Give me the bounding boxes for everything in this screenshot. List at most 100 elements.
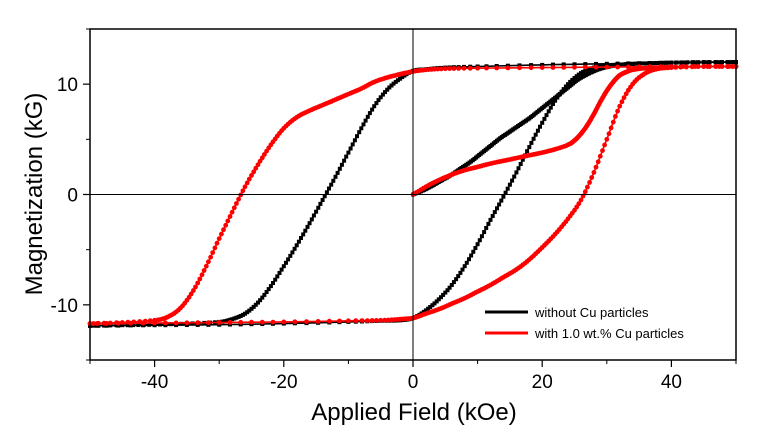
- series-1-ascending-point-26: [359, 318, 365, 323]
- y-tick-label-0: -10: [51, 296, 78, 317]
- series-0-ascending-point-100: [535, 128, 540, 133]
- series-0-ascending-point-145: [674, 60, 679, 65]
- x-tick-label-2: 0: [408, 372, 419, 393]
- series-0-ascending-point-74: [479, 234, 484, 239]
- series-0-descending-point-106: [273, 277, 278, 282]
- series-0-descending-point-98: [290, 250, 295, 255]
- series-0-ascending-point-149: [696, 60, 701, 65]
- series-0-descending-point-97: [292, 246, 297, 251]
- series-0-ascending-point-120: [579, 71, 583, 76]
- series-0-ascending-point-154: [725, 60, 730, 65]
- series-1-ascending-point-168: [701, 64, 707, 69]
- series-0-descending-point-47: [400, 75, 405, 80]
- series-0-ascending-point-117: [572, 76, 577, 80]
- series-0-descending-point-80: [329, 182, 334, 187]
- series-1-ascending-point-165: [683, 64, 689, 70]
- series-0-ascending-point-119: [576, 72, 581, 77]
- series-1-descending-point-24: [475, 65, 480, 71]
- series-1-ascending-point-172: [725, 64, 730, 69]
- series-1-descending-point-133: [214, 240, 220, 246]
- series-1-descending-point-28: [451, 66, 457, 71]
- series-1-ascending-point-135: [610, 119, 616, 125]
- series-0-descending-point-93: [301, 232, 306, 237]
- series-1-ascending-point-18: [281, 319, 287, 325]
- series-0-descending-point-92: [303, 228, 308, 233]
- x-tick-label-0: -40: [141, 372, 168, 393]
- series-0-ascending-point-51: [430, 303, 435, 308]
- series-0-descending-point-95: [296, 239, 301, 244]
- series-0-descending-point-78: [333, 174, 338, 179]
- series-0-descending-point-83: [322, 194, 327, 199]
- series-1-ascending-point-22: [326, 318, 332, 324]
- series-0-descending-point-19: [529, 63, 534, 68]
- series-0-ascending-point-151: [707, 60, 712, 65]
- series-0-ascending-point-66: [462, 264, 467, 269]
- series-1-ascending-point-3: [115, 320, 121, 326]
- series-0-ascending-point-133: [609, 63, 614, 68]
- x-axis-title: Applied Field (kOe): [311, 399, 516, 426]
- curves-layer: [87, 60, 739, 328]
- series-0-ascending-point-130: [599, 64, 604, 68]
- series-0-ascending-point-49: [426, 306, 431, 311]
- series-1-ascending-point-173: [730, 64, 735, 69]
- series-0-ascending-point-53: [434, 299, 439, 304]
- series-1-ascending-point-125: [589, 175, 595, 180]
- series-0-ascending-point-97: [529, 140, 534, 145]
- series-1-ascending-point-127: [593, 164, 599, 170]
- series-1-ascending-point-29: [374, 318, 379, 323]
- series-0-ascending-point-123: [585, 67, 590, 72]
- series-0-ascending-point-95: [525, 149, 530, 154]
- series-1-ascending-point-131: [602, 142, 607, 148]
- series-1-virgin-line: [412, 65, 736, 196]
- series-0-descending-point-118: [247, 308, 252, 313]
- series-0-descending-point-79: [331, 178, 336, 183]
- series-0-ascending-point-138: [637, 61, 642, 66]
- series-0-descending-point-46: [402, 73, 407, 78]
- series-0-ascending-point-65: [460, 267, 465, 272]
- series-0-descending-point-73: [344, 154, 349, 159]
- series-1-descending-point-11: [615, 64, 620, 70]
- series-0-ascending-point-91: [516, 166, 521, 171]
- series-0-ascending-point-85: [503, 190, 508, 195]
- series-0-ascending-point-48: [423, 308, 428, 313]
- series-1-ascending-point-130: [600, 148, 605, 154]
- series-1-ascending-point-136: [613, 114, 618, 119]
- series-1-ascending-point-1: [94, 321, 100, 326]
- series-1-ascending-point-141: [623, 91, 629, 97]
- series-1-ascending-point-169: [707, 64, 712, 69]
- series-0-ascending-point-105: [546, 109, 551, 114]
- series-1-ascending-point-163: [673, 65, 679, 70]
- series-0-descending-point-94: [299, 236, 303, 240]
- series-0-descending-point-122: [238, 314, 243, 318]
- series-0-ascending-point-80: [492, 210, 497, 215]
- series-1-ascending-point-4: [128, 320, 134, 326]
- series-0-descending-point-112: [260, 295, 265, 300]
- series-0-ascending-point-141: [653, 61, 658, 66]
- series-0-ascending-point-140: [647, 61, 652, 66]
- series-1-ascending-point-8: [173, 320, 179, 326]
- series-0-descending-point-124: [234, 315, 239, 320]
- series-0-ascending-point-63: [456, 274, 461, 279]
- series-0-descending-point-84: [320, 198, 325, 202]
- series-0-descending-point-13: [594, 61, 598, 66]
- series-1-ascending-point-28: [369, 318, 375, 323]
- series-1-descending-point-132: [216, 236, 222, 242]
- series-1-descending-point-22: [494, 65, 500, 71]
- series-0-ascending-point-143: [664, 60, 668, 65]
- series-1-ascending-point-129: [597, 153, 603, 159]
- series-0-descending-point-99: [288, 253, 293, 258]
- series-0-ascending-point-101: [538, 124, 542, 129]
- series-1-descending-point-16: [561, 65, 567, 70]
- series-1-descending-point-139: [201, 268, 207, 273]
- series-0-descending-point-82: [324, 190, 329, 195]
- legend: without Cu particles with 1.0 wt.% Cu pa…: [485, 305, 684, 341]
- series-0-descending-point-54: [385, 87, 390, 92]
- series-0-descending-point-14: [583, 62, 588, 67]
- series-0-ascending-point-111: [559, 89, 564, 94]
- series-0-ascending-point-96: [527, 145, 532, 150]
- series-1-descending-point-135: [210, 250, 216, 256]
- series-0-descending-point-85: [318, 201, 323, 206]
- series-0-ascending-point-152: [713, 60, 718, 65]
- series-1-descending-point-123: [236, 196, 242, 202]
